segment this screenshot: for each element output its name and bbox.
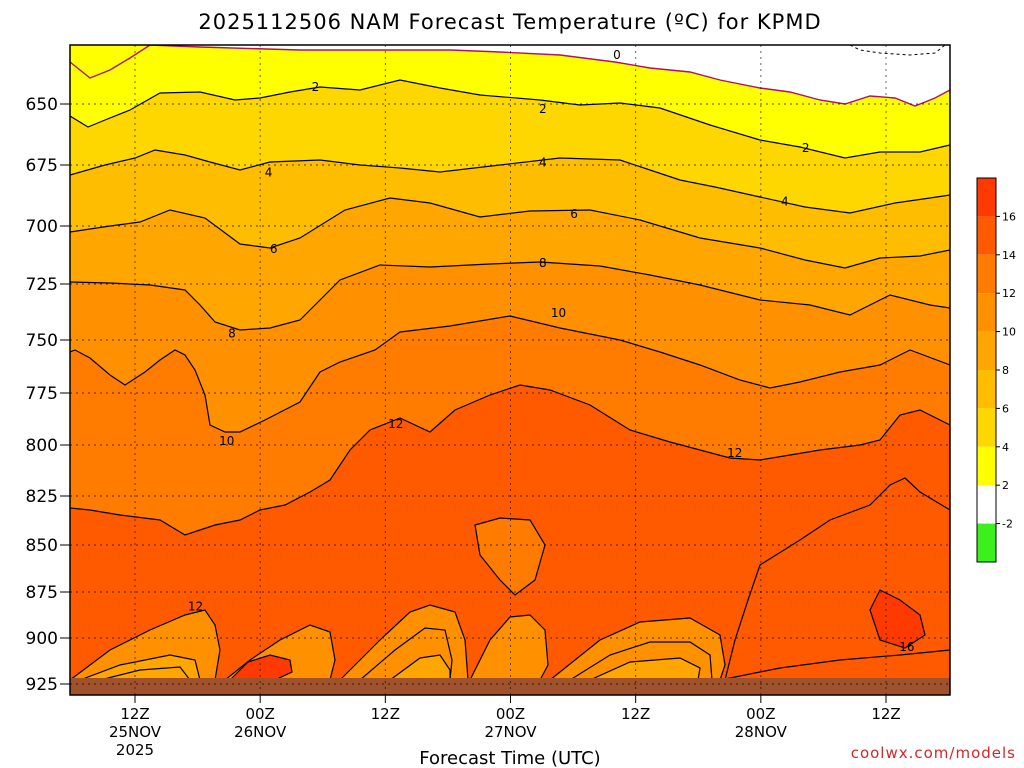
colorbar-swatch [977,523,996,562]
warm-cell-low-4 [470,615,548,680]
x-tick-label: 12Z [120,705,149,723]
x-tick-date: 28NOV [735,723,788,741]
y-tick-label: 850 [26,536,58,556]
contour-label: 6 [270,242,278,256]
contour-label: 12 [388,417,403,431]
contour-label: 2 [312,80,320,94]
warm-cell-low-inner [80,655,700,680]
y-tick-label: 800 [26,436,58,456]
contour-label: 10 [551,306,566,320]
colorbar-label: 8 [1002,364,1009,377]
colorbar-label: 14 [1002,249,1016,262]
band-8-10 [70,198,950,330]
y-tick-label: 700 [26,217,58,237]
colorbar-swatch [977,254,996,294]
colorbar-label: 10 [1002,326,1016,339]
contour-label: 10 [219,434,234,448]
chart-title: 2025112506 NAM Forecast Temperature (ºC)… [198,10,821,34]
contour-label: 8 [539,256,547,270]
contour-label: 4 [539,156,547,170]
plot-area: 0 2 2 2 4 4 4 6 6 8 8 10 10 12 12 12 16 [70,45,950,695]
contour-label: 16 [899,640,914,654]
colorbar-label: 16 [1002,210,1016,223]
contour-zero-line [70,45,950,107]
colorbar-swatch [977,331,996,370]
x-tick-label: 12Z [871,705,900,723]
band-0-2 [70,45,950,106]
y-tick-label: 825 [26,487,58,507]
contour-label: 6 [570,207,578,221]
x-tick-label: 00Z [746,705,775,723]
band-4-6 [70,80,950,213]
y-tick-label: 675 [26,156,58,176]
colorbar: 16 14 12 10 8 6 4 2 -2 [976,177,1016,563]
contour-labels: 0 2 2 2 4 4 4 6 6 8 8 10 10 12 12 12 16 [188,48,915,654]
hot-cell-right [870,590,925,648]
contour-lines [70,79,950,681]
colorbar-label: 6 [1002,402,1009,415]
ground-layer [70,678,950,695]
x-tick-date: 26NOV [234,723,287,741]
x-axis-label: Forecast Time (UTC) [419,748,600,768]
x-tick-label: 12Z [371,705,400,723]
y-tick-label: 925 [26,675,58,695]
colorbar-swatch [977,370,996,409]
y-tick-label: 900 [26,629,58,649]
colorbar-swatch [977,485,996,524]
y-tick-label: 875 [26,583,58,603]
credit-text: coolwx.com/models [851,744,1016,762]
contour-label: 4 [265,165,273,179]
x-tick-date: 27NOV [484,723,537,741]
y-tick-label: 750 [26,331,58,351]
colorbar-label: 12 [1002,287,1016,300]
contour-label: 8 [228,326,236,340]
y-tick-label: 775 [26,384,58,404]
colorbar-label: -2 [1002,518,1013,531]
colorbar-swatch [977,446,996,486]
hot-cell-bottom-1 [230,655,292,680]
contour-label: 12 [188,600,203,614]
colorbar-label: 2 [1002,479,1009,492]
band-10-12 [70,262,950,432]
x-tick-label: 00Z [496,705,525,723]
x-tick-date: 25NOV [109,723,162,741]
contour-label: 2 [802,141,810,155]
colorbar-swatch [977,178,996,217]
contour-label: 4 [781,195,789,209]
x-tick-year: 2025 [116,741,154,759]
contour-label: 0 [613,48,621,62]
colorbar-swatch [977,293,996,332]
y-axis: 650 675 700 725 750 775 800 825 850 875 900 925 [26,95,70,695]
colorbar-label: 4 [1002,441,1009,454]
y-tick-label: 725 [26,275,58,295]
y-tick-label: 650 [26,95,58,115]
colorbar-swatch [977,408,996,447]
colorbar-swatch [977,216,996,255]
x-tick-label: 12Z [621,705,650,723]
band-12-14 [70,316,950,535]
grid [70,45,950,695]
contour-label: 2 [539,102,547,116]
band-2-4 [70,45,950,158]
contour-label: 12 [727,446,742,460]
x-tick-label: 00Z [245,705,274,723]
